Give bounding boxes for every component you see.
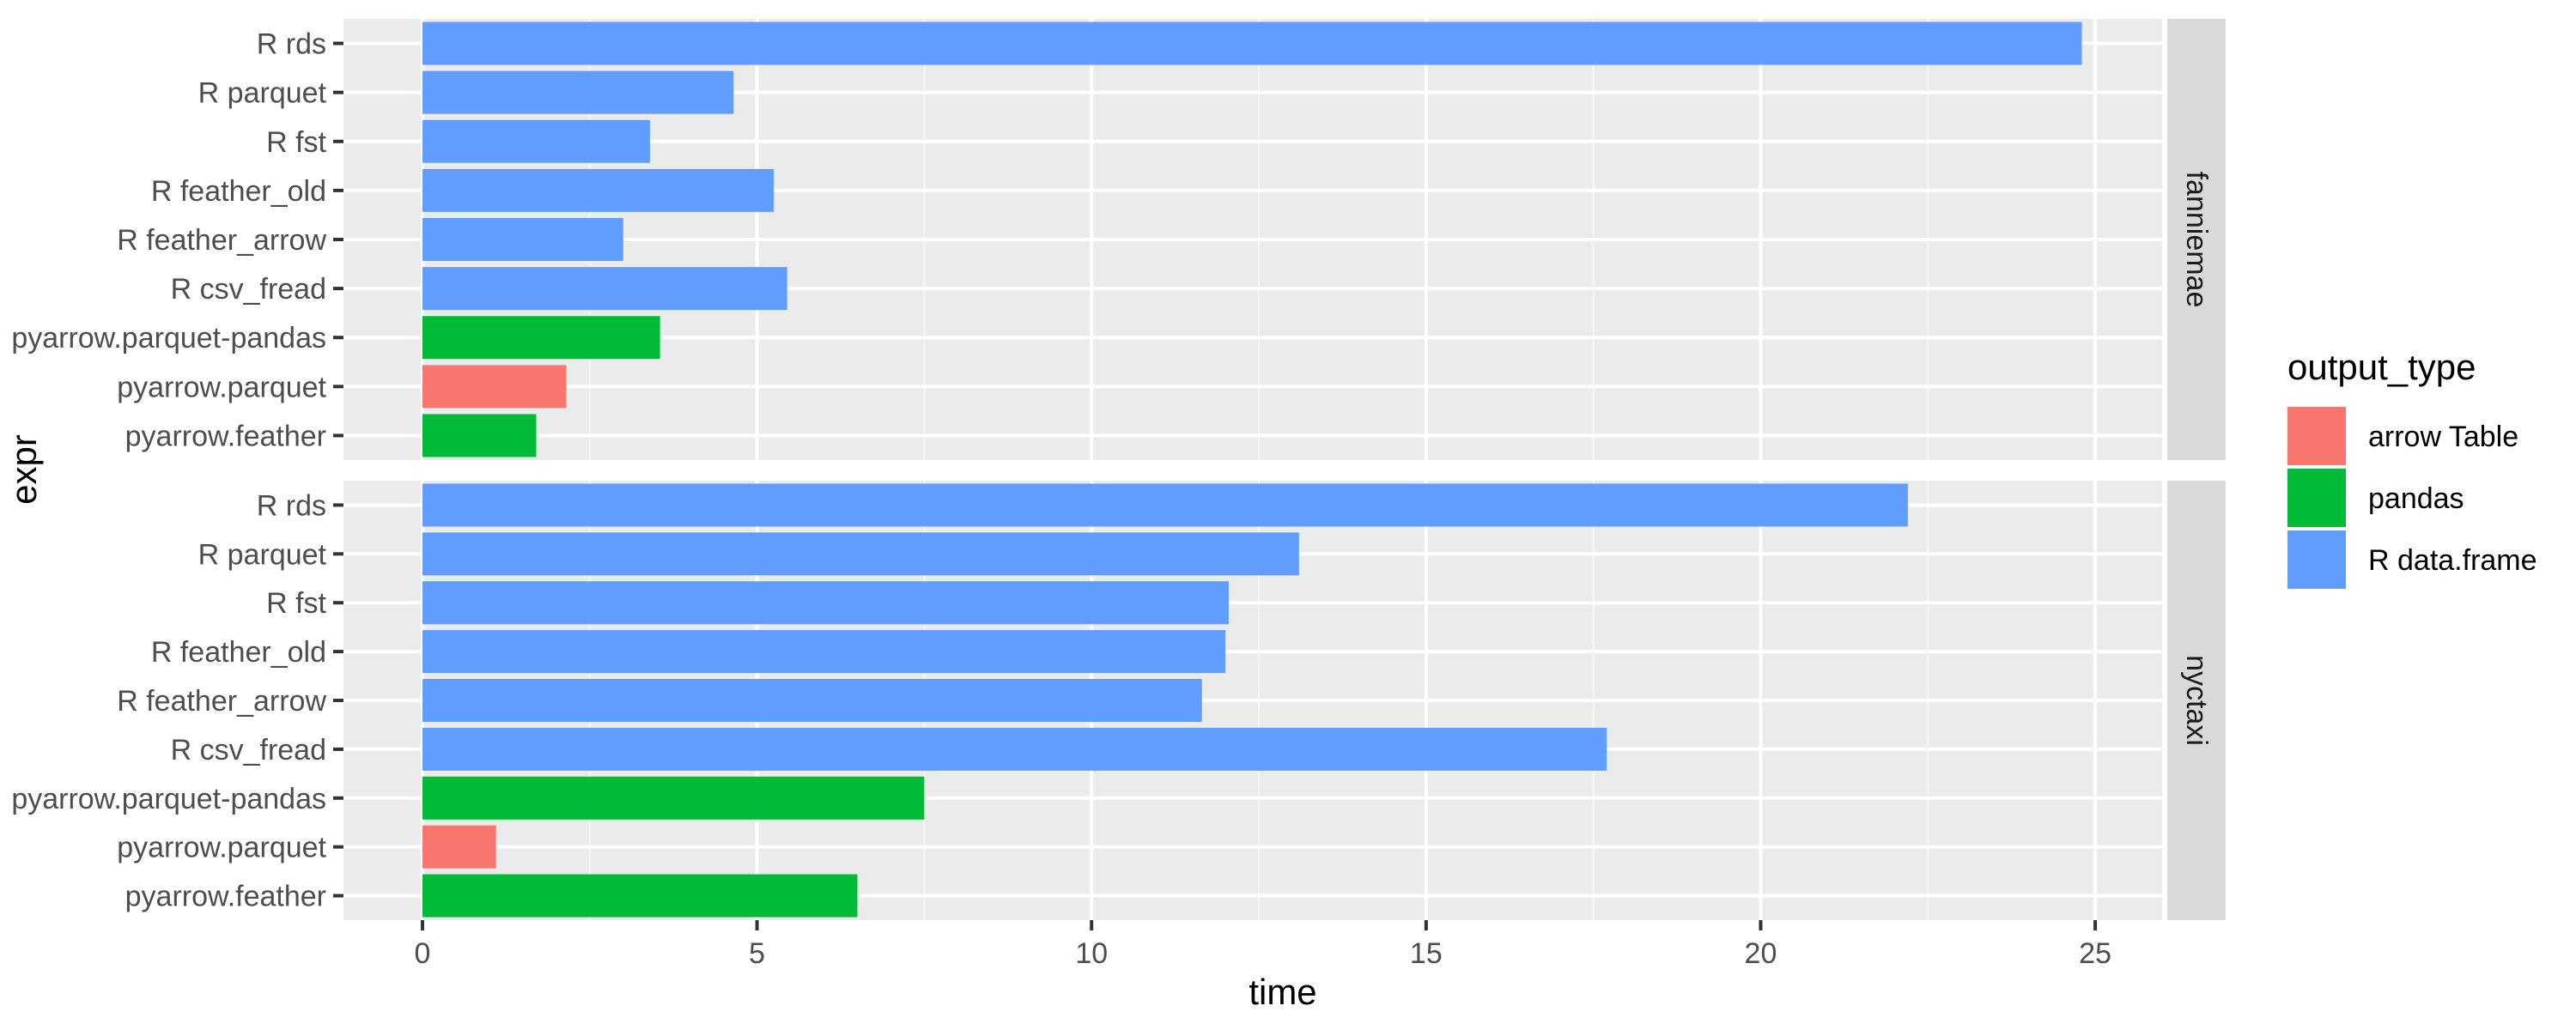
bar-nyctaxi-pyarrow-feather	[422, 874, 858, 918]
bar-nyctaxi-r-fst	[422, 581, 1229, 625]
bar-fanniemae-pyarrow-parquet	[422, 365, 567, 409]
x-tick-label: 25	[2079, 937, 2111, 970]
bar-fanniemae-pyarrow-feather	[422, 414, 537, 457]
x-tick-label: 10	[1075, 937, 1108, 970]
y-tick-label: R parquet	[198, 538, 327, 571]
y-tick-label: R csv_fread	[171, 734, 326, 766]
x-axis: 0 5 10 15 20 25	[415, 920, 2111, 970]
facet-strip	[2167, 481, 2226, 920]
y-axis-title: expr	[3, 434, 44, 505]
x-tick-label: 15	[1410, 937, 1443, 970]
y-tick-label: R csv_fread	[171, 273, 326, 306]
bar-fanniemae-pyarrow-parquet-pandas	[422, 316, 660, 360]
y-tick-label: R feather_arrow	[117, 685, 326, 718]
bar-fanniemae-r-feather-arrow	[422, 218, 623, 261]
y-tick-label: pyarrow.parquet-pandas	[11, 322, 326, 354]
y-tick-label: pyarrow.feather	[125, 881, 326, 913]
x-tick-label: 0	[415, 937, 431, 970]
facet-strip	[2167, 19, 2226, 460]
bar-nyctaxi-r-feather-old	[422, 630, 1226, 674]
x-tick-label: 20	[1745, 937, 1777, 970]
facet-panel-fanniemae: R rds R parquet R fst R feather_old R feathe…	[11, 19, 2226, 460]
legend-item-r-data-frame: R data.frame	[2287, 530, 2537, 589]
bar-fanniemae-r-parquet	[422, 70, 734, 114]
bar-nyctaxi-pyarrow-parquet-pandas	[422, 776, 925, 820]
legend-key	[2287, 469, 2346, 527]
bar-nyctaxi-r-feather-arrow	[422, 679, 1202, 722]
bar-nyctaxi-r-rds	[422, 483, 1908, 527]
y-tick-label: R fst	[266, 126, 326, 159]
y-tick-label: pyarrow.parquet	[117, 832, 326, 864]
facet-panels: R rds R parquet R fst R feather_old R feathe…	[11, 19, 2226, 970]
y-tick-label: pyarrow.parquet-pandas	[11, 783, 326, 815]
y-tick-label: pyarrow.parquet	[117, 371, 326, 403]
y-tick-label: R feather_old	[151, 636, 326, 669]
bar-fanniemae-r-fst	[422, 119, 650, 163]
legend-label: pandas	[2368, 482, 2464, 515]
x-tick-label: 5	[749, 937, 765, 970]
bar-fanniemae-r-csv-fread	[422, 267, 787, 311]
bar-nyctaxi-r-csv-fread	[422, 727, 1607, 771]
y-tick-label: pyarrow.feather	[125, 420, 326, 452]
y-tick-label: R parquet	[198, 77, 327, 110]
facet-panel-nyctaxi: R rds R parquet R fst R feather_old R feathe…	[11, 481, 2226, 920]
bar-fanniemae-r-rds	[422, 21, 2082, 65]
y-tick-label: R feather_arrow	[117, 224, 326, 257]
bar-nyctaxi-pyarrow-parquet	[422, 825, 496, 869]
facet-strip-label: fanniemae	[2180, 172, 2213, 308]
legend-label: arrow Table	[2368, 421, 2518, 453]
bar-fanniemae-r-feather-old	[422, 168, 775, 212]
y-tick-label: R rds	[257, 489, 326, 522]
facet-strip-label: nyctaxi	[2180, 655, 2213, 746]
y-tick-label: R fst	[266, 587, 326, 620]
legend-key	[2287, 530, 2346, 589]
x-axis-title: time	[1249, 972, 1316, 1012]
legend-item-arrow-table: arrow Table	[2287, 407, 2518, 465]
bar-nyctaxi-r-parquet	[422, 532, 1299, 576]
legend-title: output_type	[2287, 347, 2476, 387]
legend-label: R data.frame	[2368, 544, 2537, 577]
legend-key	[2287, 407, 2346, 465]
y-tick-label: R rds	[257, 28, 326, 61]
y-tick-label: R feather_old	[151, 175, 326, 208]
legend-item-pandas: pandas	[2287, 469, 2464, 527]
